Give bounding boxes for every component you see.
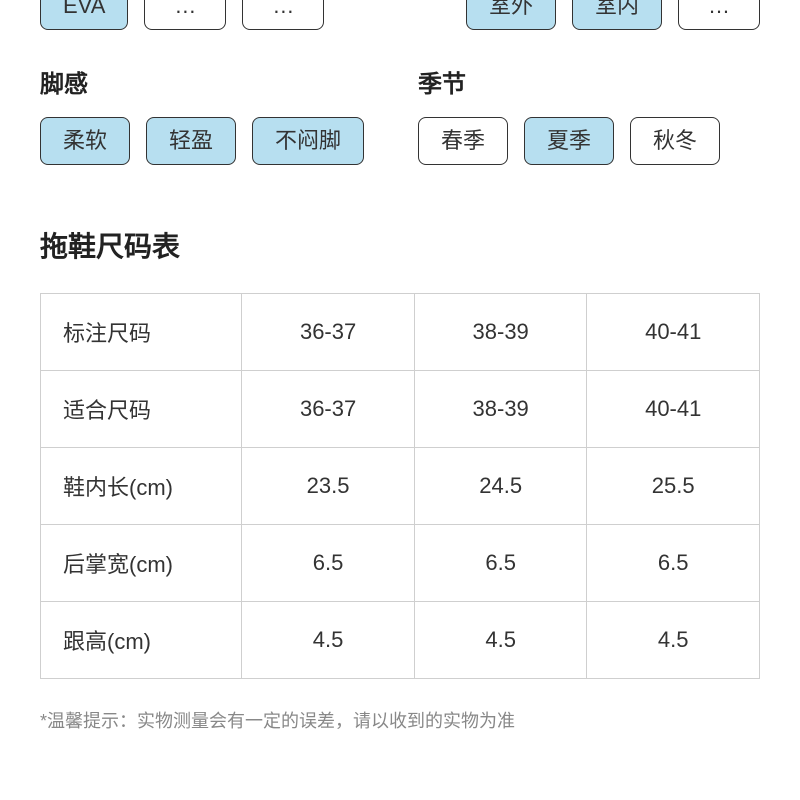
cell: 23.5 [242, 448, 415, 525]
cell: 38-39 [414, 371, 587, 448]
cell: 38-39 [414, 294, 587, 371]
cell: 6.5 [242, 525, 415, 602]
top-filter-row: EVA … … 室外室内 … [40, 0, 760, 30]
cell: 6.5 [587, 525, 760, 602]
top-left-chip-0[interactable]: EVA [40, 0, 128, 30]
size-table: 标注尺码36-3738-3940-41适合尺码36-3738-3940-41鞋内… [40, 293, 760, 679]
cell: 40-41 [587, 371, 760, 448]
row-header: 标注尺码 [41, 294, 242, 371]
filter-group-title: 脚感 [40, 64, 382, 99]
table-row: 标注尺码36-3738-3940-41 [41, 294, 760, 371]
chips-wrap: 柔软轻盈不闷脚 [40, 117, 382, 165]
top-right-chip-0[interactable]: 室外 [466, 0, 556, 30]
cell: 36-37 [242, 371, 415, 448]
filter-group-1: 季节春季夏季秋冬 [418, 64, 760, 165]
cell: 36-37 [242, 294, 415, 371]
table-row: 跟高(cm)4.54.54.5 [41, 602, 760, 679]
row-header: 适合尺码 [41, 371, 242, 448]
cell: 4.5 [242, 602, 415, 679]
chip-1-1[interactable]: 夏季 [524, 117, 614, 165]
top-right-chip-1[interactable]: 室内 [572, 0, 662, 30]
cell: 6.5 [414, 525, 587, 602]
filter-group-0: 脚感柔软轻盈不闷脚 [40, 64, 382, 165]
filter-row: 脚感柔软轻盈不闷脚季节春季夏季秋冬 [40, 64, 760, 165]
chip-0-1[interactable]: 轻盈 [146, 117, 236, 165]
cell: 4.5 [414, 602, 587, 679]
table-row: 适合尺码36-3738-3940-41 [41, 371, 760, 448]
chip-1-2[interactable]: 秋冬 [630, 117, 720, 165]
row-header: 鞋内长(cm) [41, 448, 242, 525]
footnote: *温馨提示：实物测量会有一定的误差，请以收到的实物为准 [40, 707, 760, 733]
chips-wrap: 春季夏季秋冬 [418, 117, 760, 165]
table-row: 鞋内长(cm)23.524.525.5 [41, 448, 760, 525]
filter-group-title: 季节 [418, 64, 760, 99]
top-right-chip-2[interactable]: … [678, 0, 760, 30]
cell: 4.5 [587, 602, 760, 679]
size-table-title: 拖鞋尺码表 [40, 225, 760, 265]
row-header: 后掌宽(cm) [41, 525, 242, 602]
chip-0-0[interactable]: 柔软 [40, 117, 130, 165]
table-row: 后掌宽(cm)6.56.56.5 [41, 525, 760, 602]
top-left-chip-1[interactable]: … [144, 0, 226, 30]
cell: 24.5 [414, 448, 587, 525]
cell: 40-41 [587, 294, 760, 371]
chip-0-2[interactable]: 不闷脚 [252, 117, 364, 165]
cell: 25.5 [587, 448, 760, 525]
top-left-chip-2[interactable]: … [242, 0, 324, 30]
chip-1-0[interactable]: 春季 [418, 117, 508, 165]
row-header: 跟高(cm) [41, 602, 242, 679]
